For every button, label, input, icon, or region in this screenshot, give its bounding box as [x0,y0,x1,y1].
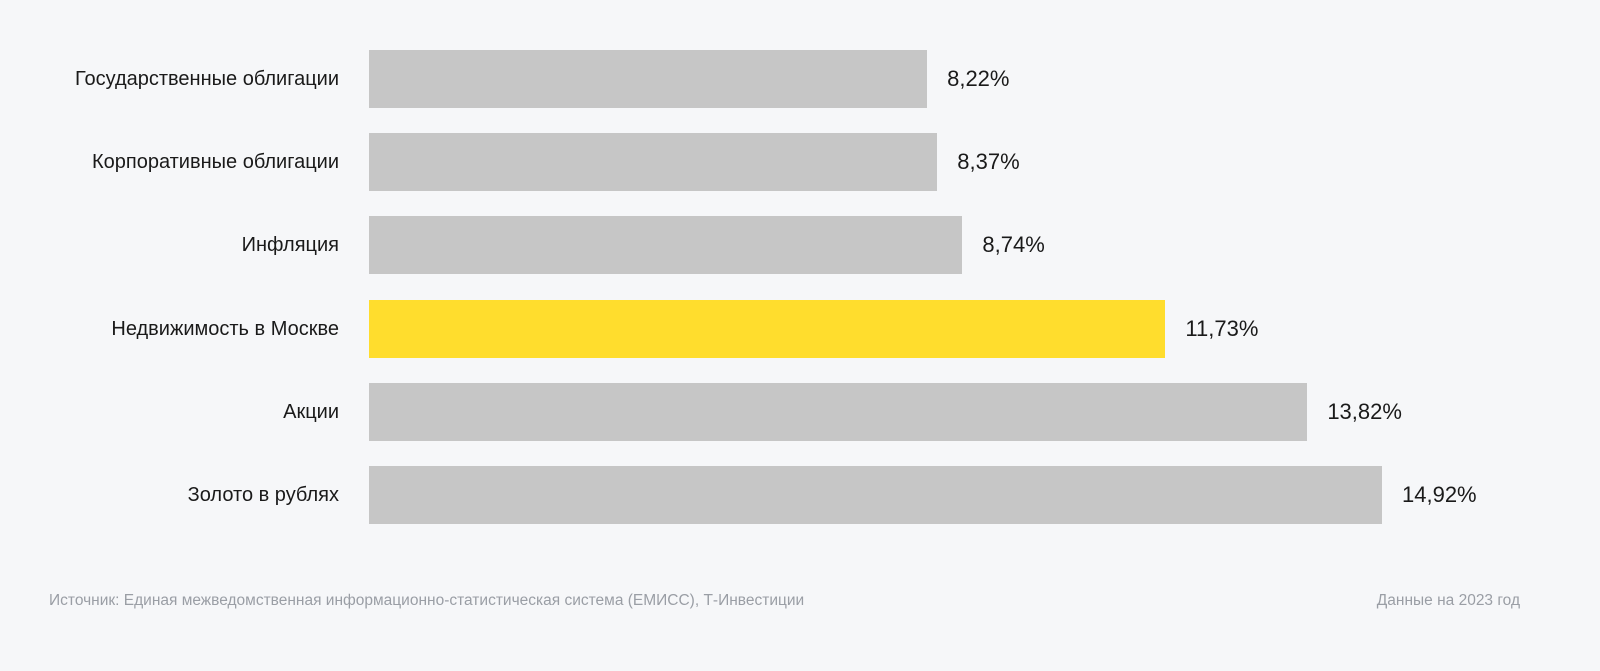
value-label: 8,37% [957,149,1020,175]
bar [369,50,928,108]
value-label: 11,73% [1185,315,1259,341]
bar [369,216,963,275]
category-label: Государственные облигации [75,68,339,90]
source-note: Источник: Единая межведомственная информ… [49,592,805,609]
bar [369,382,1308,441]
category-label: Корпоративные облигации [91,151,339,174]
value-label: 14,92% [1402,482,1477,507]
bar [369,133,938,192]
date-note: Данные на 2023 год [1376,592,1520,609]
category-label: Акции [283,400,339,423]
value-label: 8,22% [947,66,1010,91]
bar [369,466,1382,524]
category-label: Золото в рублях [187,484,339,506]
bar-chart: Государственные облигации 8,22% Корпоратив… [75,50,1477,524]
value-label: 13,82% [1327,398,1402,424]
category-label: Инфляция [241,234,339,257]
bar [369,299,1166,358]
category-label: Недвижимость в Москве [111,317,339,340]
value-label: 8,74% [982,232,1045,258]
